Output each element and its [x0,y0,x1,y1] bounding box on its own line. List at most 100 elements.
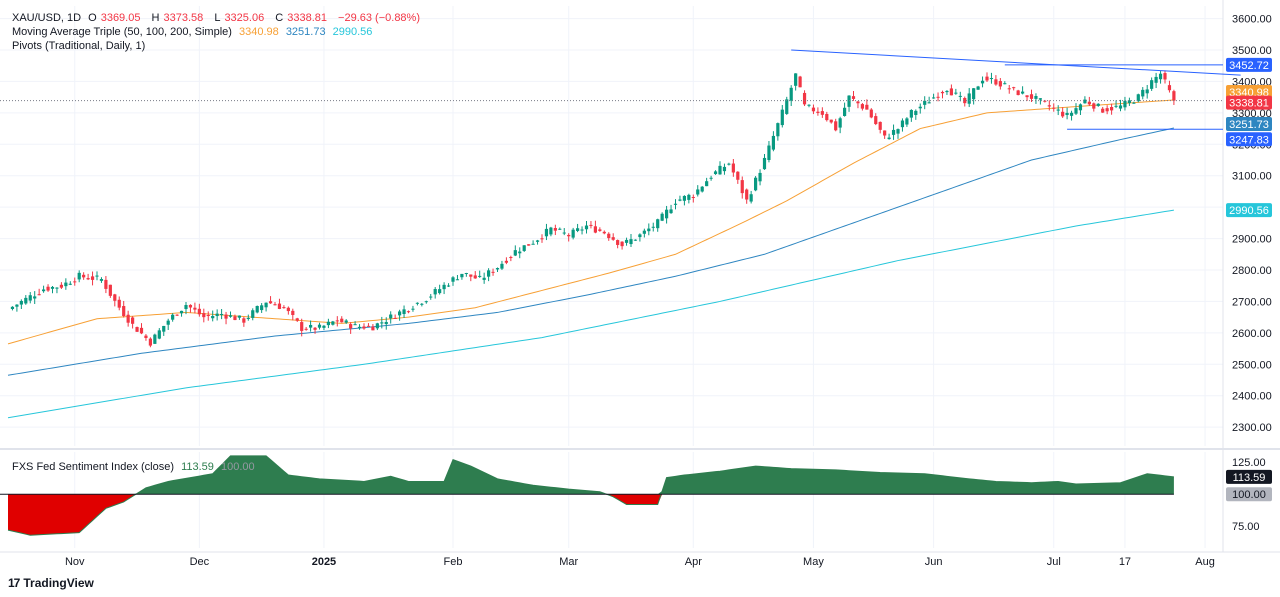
candle-body [362,326,366,329]
tradingview-logo-icon: 17 [8,576,20,590]
candle-body [1083,99,1087,104]
candle-body [598,229,602,231]
candle-body [473,275,477,279]
candle-body [1163,73,1167,80]
symbol-label[interactable]: XAU/USD, 1D [12,12,82,24]
candle-body [460,273,464,278]
price-tick-label: 3100.00 [1232,171,1272,183]
candle-body [273,304,277,306]
trendline [791,49,1241,76]
candle-body [829,119,833,123]
sentiment-legend[interactable]: FXS Fed Sentiment Index (close) 113.59 1… [12,461,259,474]
candle-body [860,104,864,109]
candle-body [980,80,985,84]
sentiment-line [7,455,1174,536]
candle-body [442,284,446,290]
candle-body [446,285,451,287]
candle-body [593,226,597,233]
candle-body [424,301,428,303]
candle-body [1061,111,1065,117]
ma50-value: 3340.98 [238,26,279,38]
candle-body [451,277,455,282]
candle-body [282,307,286,309]
candle-body [104,279,108,289]
price-label-text: 3247.83 [1229,134,1269,146]
time-tick-label: 2025 [312,556,336,568]
candle-body [197,308,201,315]
candle-body [963,97,967,104]
candle-body [153,334,157,344]
candle-body [682,195,686,201]
candle-body [77,272,81,280]
candle-body [891,129,896,135]
close-value: C 3338.81 [275,12,327,24]
candle-body [736,171,740,180]
candle-body [1132,102,1136,104]
candle-body [322,325,326,328]
candle-body [286,307,290,312]
sentiment-label-bg [1226,487,1272,502]
candle-body [918,106,922,109]
pivots-legend[interactable]: Pivots (Traditional, Daily, 1) [12,40,149,53]
candle-body [576,228,580,231]
candle-body [798,76,802,88]
ma-title: Moving Average Triple (50, 100, 200, Sim… [12,26,232,38]
candle-body [179,310,184,314]
price-tick-label: 3500.00 [1232,45,1272,57]
candle-body [731,163,735,173]
price-label-bg [1226,95,1272,110]
candle-body [802,92,807,105]
candle-body [909,109,913,118]
candle-body [624,239,629,243]
ma100-value: 3251.73 [285,26,326,38]
candle-body [1007,88,1011,90]
candle-body [1047,105,1051,107]
candle-body [1158,73,1163,80]
candle-body [406,311,411,313]
candle-body [144,335,148,339]
candle-body [300,322,304,331]
candle-body [135,327,139,332]
candle-body [584,225,589,230]
time-tick-label: May [803,556,824,568]
candle-body [402,309,406,314]
candle-body [789,87,793,101]
candle-body [211,316,215,319]
candle-body [188,304,193,308]
grid [0,0,1280,553]
ma-legend[interactable]: Moving Average Triple (50, 100, 200, Sim… [12,26,376,39]
sentiment-title: FXS Fed Sentiment Index (close) [12,461,175,473]
candle-body [1172,91,1176,101]
candle-body [816,111,820,113]
candle-body [1003,83,1007,85]
candle-body [509,257,513,259]
time-tick-label: Apr [685,556,702,568]
candle-body [1167,85,1172,91]
candle-body [771,135,775,150]
candle-body [478,275,482,277]
candle-body [869,109,873,118]
candle-body [326,321,330,326]
candle-body [438,289,442,294]
tradingview-logo[interactable]: 17 TradingView [8,576,94,590]
sentiment-label-bg [1226,469,1272,484]
candle-body [193,307,197,310]
candle-body [535,240,540,242]
candle-body [1043,100,1047,102]
candle-body [398,311,402,316]
candle-body [393,317,397,319]
candle-body [740,180,744,194]
sentiment-label-text: 113.59 [1233,472,1266,484]
candle-body [567,234,571,237]
candle-body [1052,107,1056,109]
candle-body [549,227,553,235]
candle-body [202,313,206,318]
candle-body [638,234,642,238]
candle-body [353,324,357,326]
candle-body [1034,96,1038,99]
candle-body [389,314,393,319]
candle-body [1141,89,1145,97]
candle-body [139,327,144,334]
candle-body [264,302,268,308]
